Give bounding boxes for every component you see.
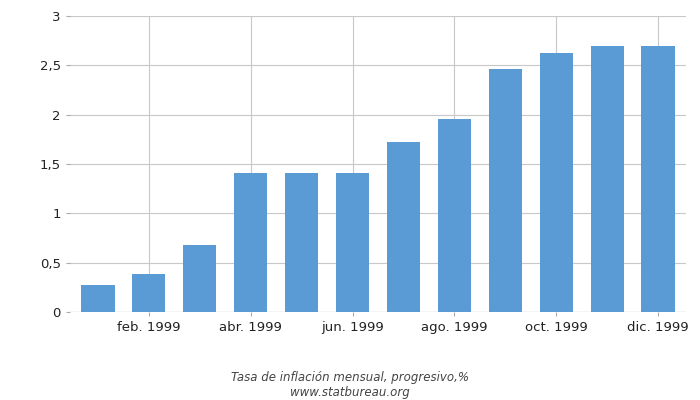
Bar (591, 46, 624, 312)
Bar (438, 119, 471, 312)
Bar (489, 69, 522, 312)
Bar (234, 173, 267, 312)
Bar (285, 173, 318, 312)
Bar (132, 274, 165, 312)
Bar (540, 52, 573, 312)
Text: Tasa de inflación mensual, progresivo,%: Tasa de inflación mensual, progresivo,% (231, 372, 469, 384)
Bar (183, 245, 216, 312)
Bar (81, 285, 115, 312)
Text: www.statbureau.org: www.statbureau.org (290, 386, 410, 399)
Bar (641, 46, 675, 312)
Bar (387, 142, 420, 312)
Bar (336, 173, 369, 312)
